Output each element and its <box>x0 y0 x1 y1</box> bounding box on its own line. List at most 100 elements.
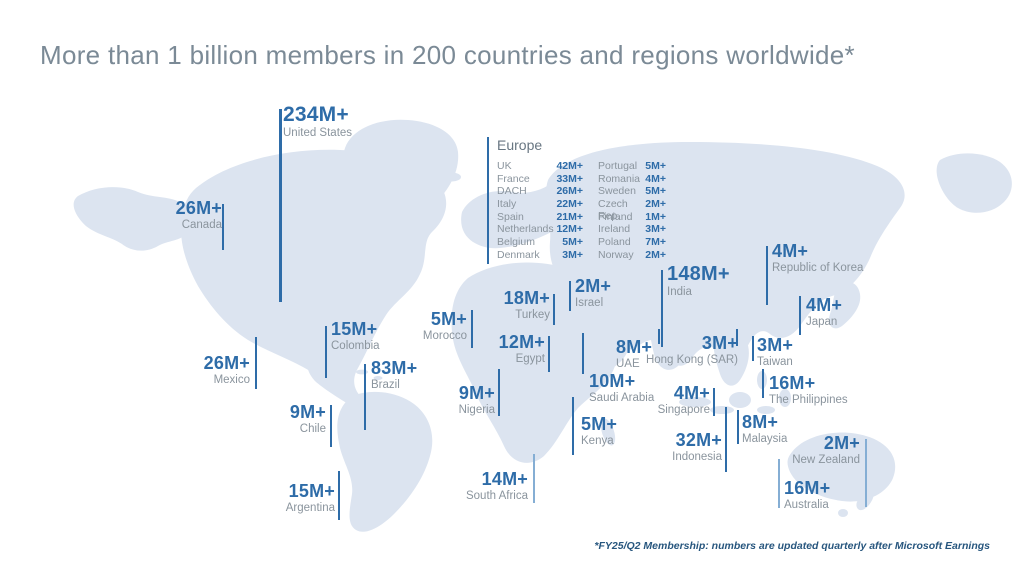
europe-row: Belgium 5M+ <box>497 236 583 249</box>
marker-egypt: 12M+ Egypt <box>455 333 545 366</box>
member-count: 10M+ <box>589 371 636 391</box>
europe-row: Czech Rep. 2M+ <box>598 198 666 222</box>
europe-row: Spain 21M+ <box>497 211 583 224</box>
europe-row: France 33M+ <box>497 173 583 186</box>
country-name: Hong Kong (SAR) <box>645 353 738 366</box>
member-count: 18M+ <box>503 288 550 308</box>
country-name: Ireland <box>598 223 631 236</box>
marker-australia: 16M+ Australia <box>784 479 830 512</box>
member-count: 9M+ <box>458 383 495 403</box>
marker-canada: 26M+ Canada <box>130 199 222 232</box>
member-count: 2M+ <box>823 433 860 453</box>
member-count: 5M+ <box>645 185 666 198</box>
member-count: 4M+ <box>673 383 710 403</box>
marker-india: 148M+ India <box>667 264 730 299</box>
country-name: New Zealand <box>792 453 860 466</box>
country-name: DACH <box>497 185 527 198</box>
country-name: United States <box>283 126 353 139</box>
europe-row: Norway 2M+ <box>598 249 666 262</box>
marker-philippines: 16M+ The Philippines <box>769 374 848 407</box>
marker-new-zealand: 2M+ New Zealand <box>761 434 860 467</box>
member-count: 3M+ <box>645 223 666 236</box>
leader-line-hong-kong <box>736 329 738 346</box>
europe-row: DACH 26M+ <box>497 185 583 198</box>
marker-morocco: 5M+ Morocco <box>379 310 467 343</box>
marker-israel: 2M+ Israel <box>575 277 611 310</box>
leader-line-india <box>661 270 663 347</box>
member-count: 32M+ <box>675 430 722 450</box>
europe-row: Finland 1M+ <box>598 211 666 224</box>
marker-uae: 8M+ UAE <box>616 338 652 371</box>
marker-south-africa: 14M+ South Africa <box>428 470 528 503</box>
country-name: Republic of Korea <box>772 261 864 274</box>
member-count: 33M+ <box>556 172 583 185</box>
leader-line-turkey <box>553 294 555 325</box>
europe-column-2: Portugal 5M+ Romania 4M+ Sweden 5M+ Czech R… <box>598 160 666 262</box>
europe-row: Denmark 3M+ <box>497 249 583 262</box>
country-name: Australia <box>784 498 829 511</box>
country-name: Italy <box>497 198 517 211</box>
member-count: 7M+ <box>645 236 666 249</box>
marker-turkey: 18M+ Turkey <box>459 289 550 322</box>
country-name: Saudi Arabia <box>589 391 655 404</box>
leader-line-new-zealand <box>865 439 867 507</box>
europe-row: Portugal 5M+ <box>598 160 666 173</box>
country-name: Denmark <box>497 248 540 261</box>
country-name: Belgium <box>497 236 535 249</box>
leader-line-south-africa <box>533 454 535 503</box>
europe-row: Romania 4M+ <box>598 173 666 186</box>
country-name: Spain <box>497 210 524 223</box>
leader-line-egypt <box>548 336 550 372</box>
member-count: 8M+ <box>742 412 779 432</box>
country-name: Romania <box>598 172 641 185</box>
member-count: 1M+ <box>645 210 666 223</box>
country-name: Japan <box>806 315 838 328</box>
country-name: Portugal <box>598 160 638 172</box>
leader-line-israel <box>569 281 571 311</box>
europe-row: Sweden 5M+ <box>598 185 666 198</box>
leader-line-colombia <box>325 326 327 378</box>
marker-japan: 4M+ Japan <box>806 296 842 329</box>
leader-line-nigeria <box>498 369 500 416</box>
country-name: Malaysia <box>742 432 788 445</box>
europe-row: Netherlands 12M+ <box>497 223 583 236</box>
leader-line-malaysia <box>737 410 739 444</box>
member-count: 22M+ <box>556 198 583 211</box>
member-count: 8M+ <box>616 337 653 357</box>
leader-line-republic-of-korea <box>766 246 768 305</box>
member-count: 5M+ <box>430 309 467 329</box>
europe-panel-heading: Europe <box>497 137 543 153</box>
marker-singapore: 4M+ Singapore <box>614 384 710 417</box>
leader-line-singapore <box>713 388 715 416</box>
leader-line-philippines <box>762 369 764 398</box>
member-count: 16M+ <box>784 478 831 498</box>
country-name: Nigeria <box>458 403 495 416</box>
country-name: The Philippines <box>769 393 848 406</box>
marker-chile: 9M+ Chile <box>236 403 326 436</box>
country-name: Turkey <box>515 308 550 321</box>
country-name: Poland <box>598 236 631 249</box>
member-count: 5M+ <box>562 236 583 249</box>
country-name: Norway <box>598 248 634 261</box>
member-count: 234M+ <box>283 103 349 126</box>
member-count: 2M+ <box>645 198 666 211</box>
member-count: 26M+ <box>175 198 222 218</box>
country-name: Argentina <box>285 501 335 514</box>
country-name: Taiwan <box>757 355 793 368</box>
country-name: Canada <box>181 218 222 231</box>
member-count: 5M+ <box>645 160 666 172</box>
country-name: France <box>497 172 530 185</box>
country-name: Kenya <box>581 434 614 447</box>
marker-indonesia: 32M+ Indonesia <box>624 431 722 464</box>
leader-line-morocco <box>471 310 473 348</box>
page-title: More than 1 billion members in 200 count… <box>40 40 855 70</box>
member-count: 148M+ <box>667 263 730 285</box>
leader-line-brazil <box>364 364 366 430</box>
country-name: Czech Rep. <box>598 198 628 223</box>
member-count: 16M+ <box>769 373 816 393</box>
member-count: 4M+ <box>772 241 809 261</box>
member-count: 83M+ <box>371 358 418 378</box>
marker-mexico: 26M+ Mexico <box>160 354 250 387</box>
leader-line-indonesia <box>725 407 727 472</box>
member-count: 2M+ <box>645 248 666 261</box>
